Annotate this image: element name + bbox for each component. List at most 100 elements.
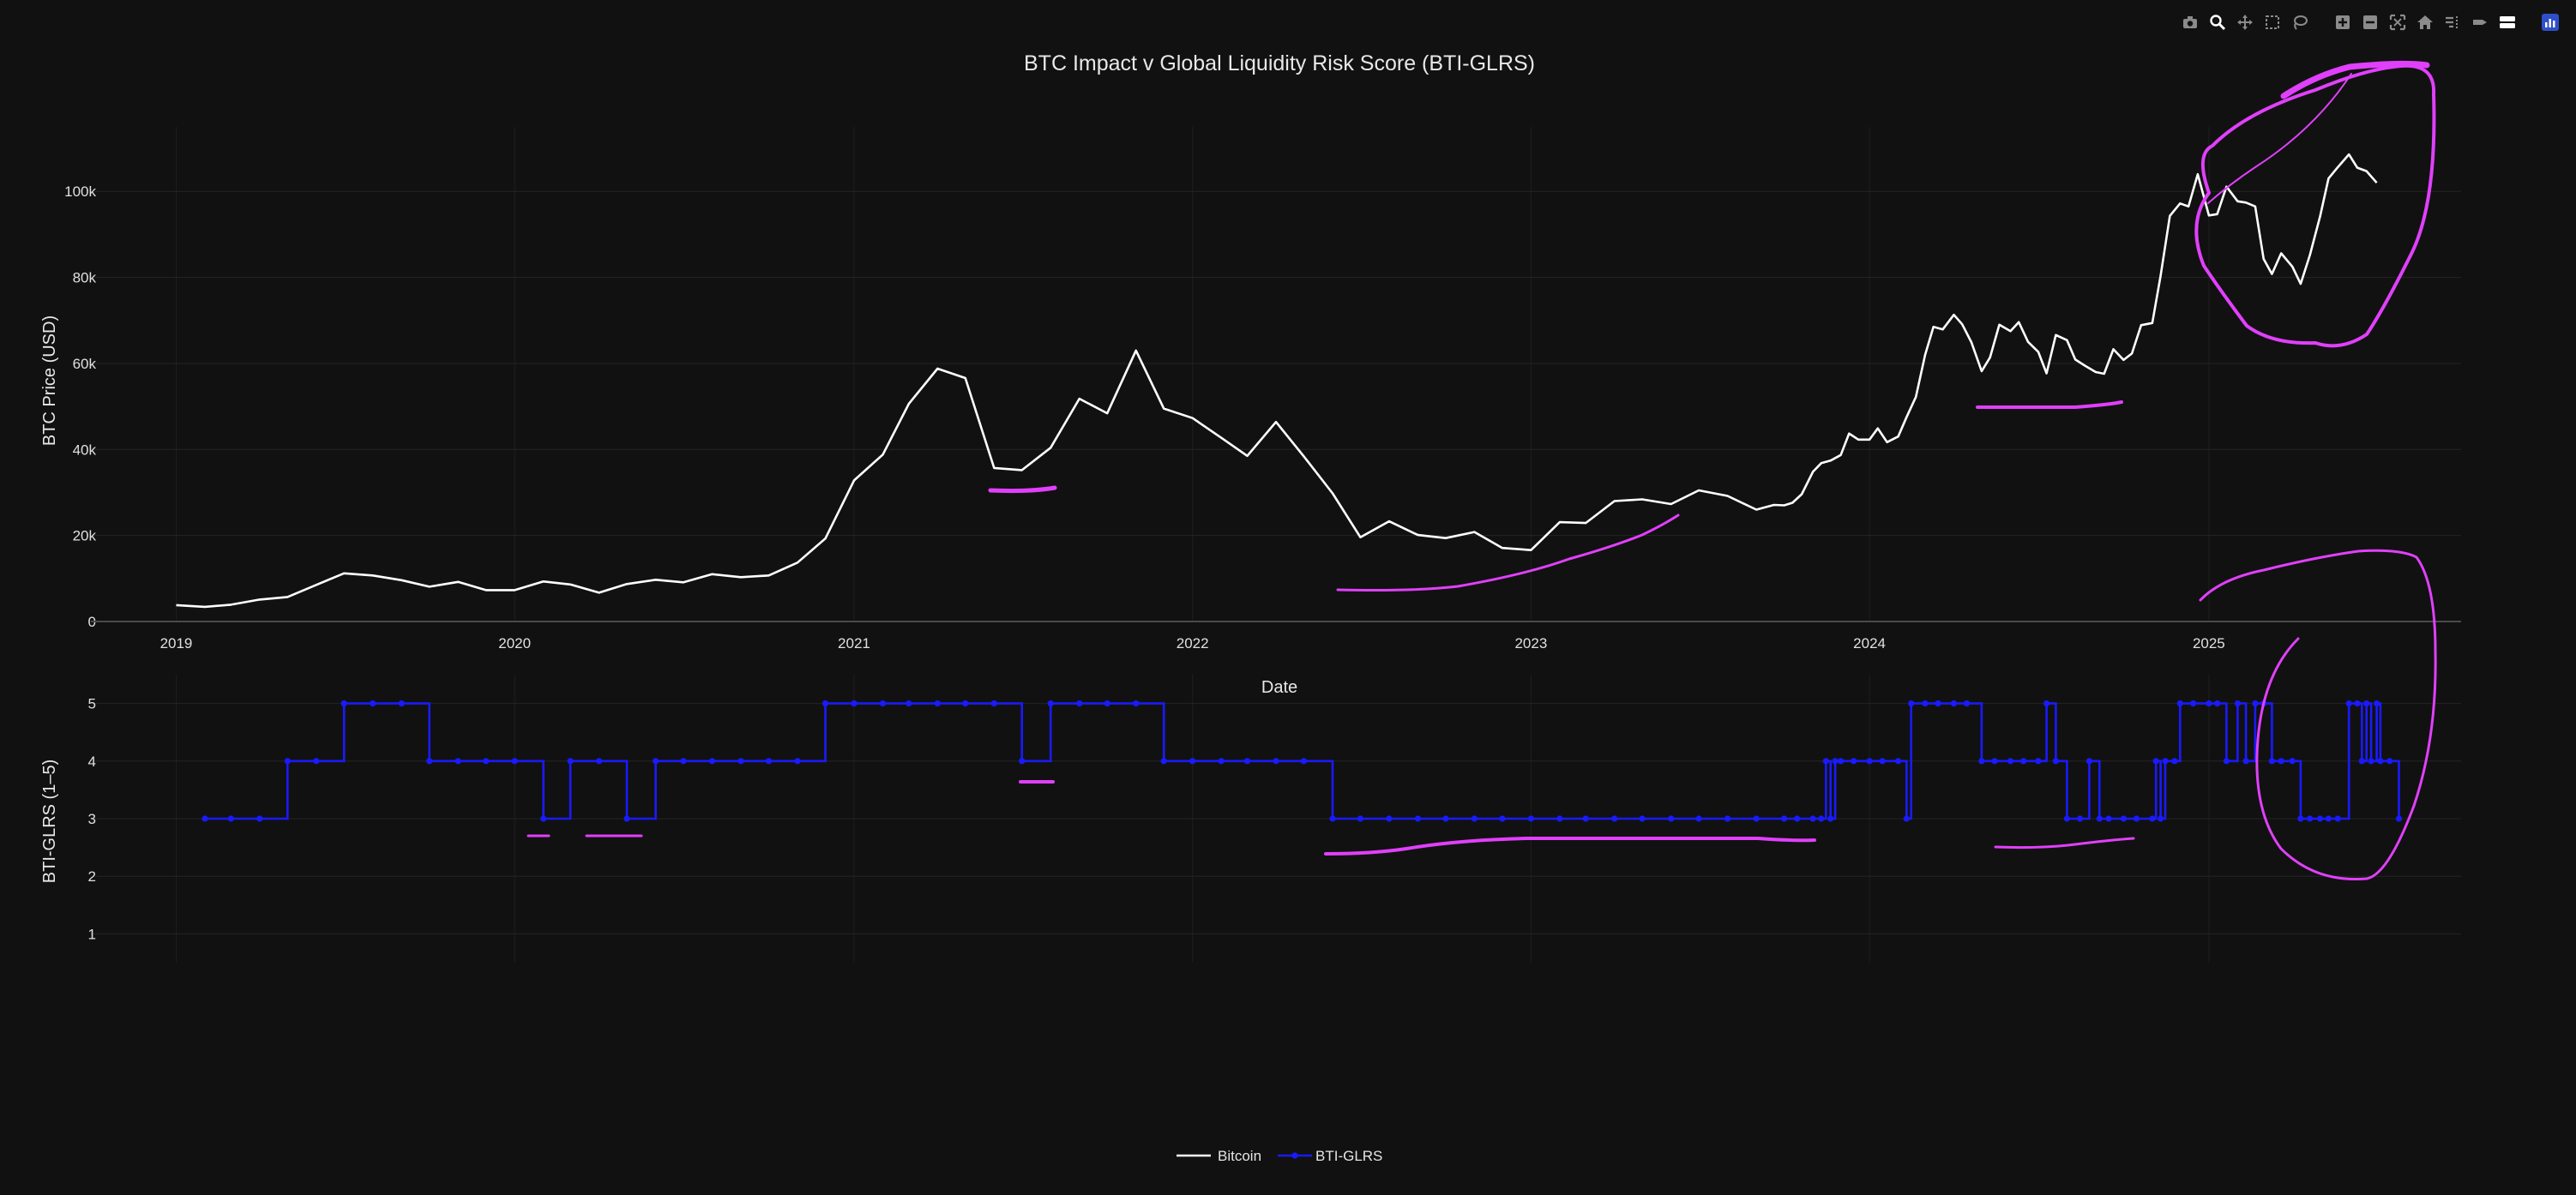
bti-glrs-marker [1818, 815, 1825, 822]
bti-glrs-marker [511, 758, 518, 765]
camera-icon[interactable] [2180, 12, 2200, 33]
legend[interactable]: Bitcoin BTI-GLRS [1177, 1148, 1382, 1164]
bti-glrs-marker [2149, 815, 2156, 822]
bti-glrs-marker [340, 700, 347, 707]
bti-glrs-marker [1611, 815, 1618, 822]
box-select-icon[interactable] [2262, 12, 2283, 33]
bti-glrs-marker [1047, 700, 1054, 707]
bti-glrs-marker [879, 700, 887, 707]
y-axis-label-risk-score: BTI-GLRS (1–5) [40, 760, 59, 883]
pen-stroke [1324, 836, 1816, 856]
bti-glrs-marker [906, 700, 912, 707]
x-tick-label: 2022 [1177, 635, 1209, 652]
x-tick-label: 2024 [1853, 635, 1886, 652]
hover-compare-icon[interactable] [2497, 12, 2518, 33]
bitcoin-series-line [176, 153, 2378, 609]
y-tick-label: 1 [88, 926, 96, 942]
bti-glrs-marker [2354, 700, 2361, 707]
bti-glrs-marker [1386, 815, 1393, 822]
bti-glrs-marker [1133, 700, 1140, 707]
bti-glrs-marker [2242, 758, 2249, 765]
bti-glrs-marker [2120, 815, 2127, 822]
bti-glrs-marker [596, 758, 603, 765]
pen-stroke [2207, 73, 2352, 204]
zoom-in-icon[interactable] [2332, 12, 2353, 33]
x-tick-label: 2025 [2193, 635, 2225, 652]
bti-glrs-marker [1978, 758, 1985, 765]
legend-label-bti-glrs: BTI-GLRS [1315, 1148, 1382, 1164]
spike-lines-icon[interactable] [2442, 12, 2463, 33]
plotly-logo-icon[interactable] [2540, 12, 2561, 33]
bti-glrs-marker [2007, 758, 2014, 765]
y-tick-label: 60k [73, 356, 97, 372]
bti-glrs-marker [1076, 700, 1083, 707]
risk-score-plot-area[interactable]: 1 2 3 4 5 [88, 675, 2461, 963]
bti-glrs-marker [1832, 758, 1839, 765]
bti-glrs-marker [2368, 758, 2374, 765]
bti-glrs-marker [2077, 815, 2084, 822]
bti-glrs-marker [2289, 758, 2296, 765]
bti-glrs-marker [1851, 758, 1857, 765]
pen-stroke [1994, 837, 2135, 850]
chart-title: BTC Impact v Global Liquidity Risk Score… [1024, 51, 1535, 75]
legend-label-bitcoin: Bitcoin [1218, 1148, 1261, 1164]
bti-glrs-marker [1827, 815, 1834, 822]
bti-glrs-marker [765, 758, 773, 765]
x-tick-label: 2021 [838, 635, 870, 652]
bti-glrs-marker [398, 700, 405, 707]
legend-marker-bti-glrs [1291, 1152, 1298, 1159]
zoom-out-icon[interactable] [2360, 12, 2380, 33]
zoom-icon[interactable] [2207, 12, 2228, 33]
y-tick-label: 5 [88, 696, 96, 712]
bti-glrs-marker [1189, 758, 1196, 765]
bti-glrs-marker [1019, 758, 1026, 765]
pen-stroke [2199, 549, 2437, 881]
bti-glrs-marker [794, 758, 801, 765]
bti-glrs-marker [2052, 758, 2059, 765]
bti-glrs-marker [2317, 815, 2324, 822]
bti-glrs-marker [2223, 758, 2230, 765]
bti-glrs-marker [623, 815, 630, 822]
bti-glrs-marker [934, 700, 941, 707]
bti-glrs-marker [1922, 700, 1929, 707]
bti-glrs-marker [1935, 700, 1941, 707]
bti-glrs-marker [2063, 815, 2070, 822]
bti-glrs-marker [1582, 815, 1589, 822]
bti-glrs-marker [1273, 758, 1279, 765]
bti-glrs-marker [1329, 815, 1336, 822]
bti-glrs-marker [2171, 758, 2178, 765]
bti-glrs-marker [1442, 815, 1449, 822]
bti-glrs-marker [1668, 815, 1675, 822]
lasso-select-icon[interactable] [2290, 12, 2310, 33]
reset-axes-icon[interactable] [2415, 12, 2435, 33]
hover-closest-icon[interactable] [2470, 12, 2490, 33]
bti-glrs-marker [1991, 758, 1998, 765]
bti-glrs-marker [1104, 700, 1110, 707]
bti-glrs-marker [567, 758, 574, 765]
bti-glrs-marker [2377, 758, 2384, 765]
bti-glrs-marker [1866, 758, 1873, 765]
pan-icon[interactable] [2235, 12, 2255, 33]
bti-glrs-marker [990, 700, 997, 707]
autoscale-icon[interactable] [2387, 12, 2408, 33]
bti-glrs-marker [2252, 700, 2259, 707]
bti-glrs-marker [1950, 700, 1958, 707]
y-tick-label: 20k [73, 528, 97, 544]
bti-glrs-marker [370, 700, 376, 707]
bti-glrs-marker [2035, 758, 2042, 765]
y-tick-label: 4 [88, 754, 96, 770]
bti-glrs-marker [1908, 700, 1915, 707]
bti-glrs-marker [202, 815, 208, 822]
price-plot-area[interactable]: 2019202020212022202320242025020k40k60k80… [64, 127, 2461, 652]
bti-glrs-marker [454, 758, 461, 765]
bti-glrs-marker [2152, 758, 2159, 765]
price-plot-bg [91, 127, 2461, 622]
pen-annotations [527, 60, 2437, 881]
pen-stroke [1336, 513, 1680, 591]
bti-glrs-marker [2176, 700, 2183, 707]
bti-glrs-marker [2374, 700, 2380, 707]
bti-glrs-marker [2363, 700, 2370, 707]
bti-glrs-marker [1724, 815, 1731, 822]
bti-glrs-marker [2358, 758, 2365, 765]
bti-glrs-marker [2234, 700, 2241, 707]
